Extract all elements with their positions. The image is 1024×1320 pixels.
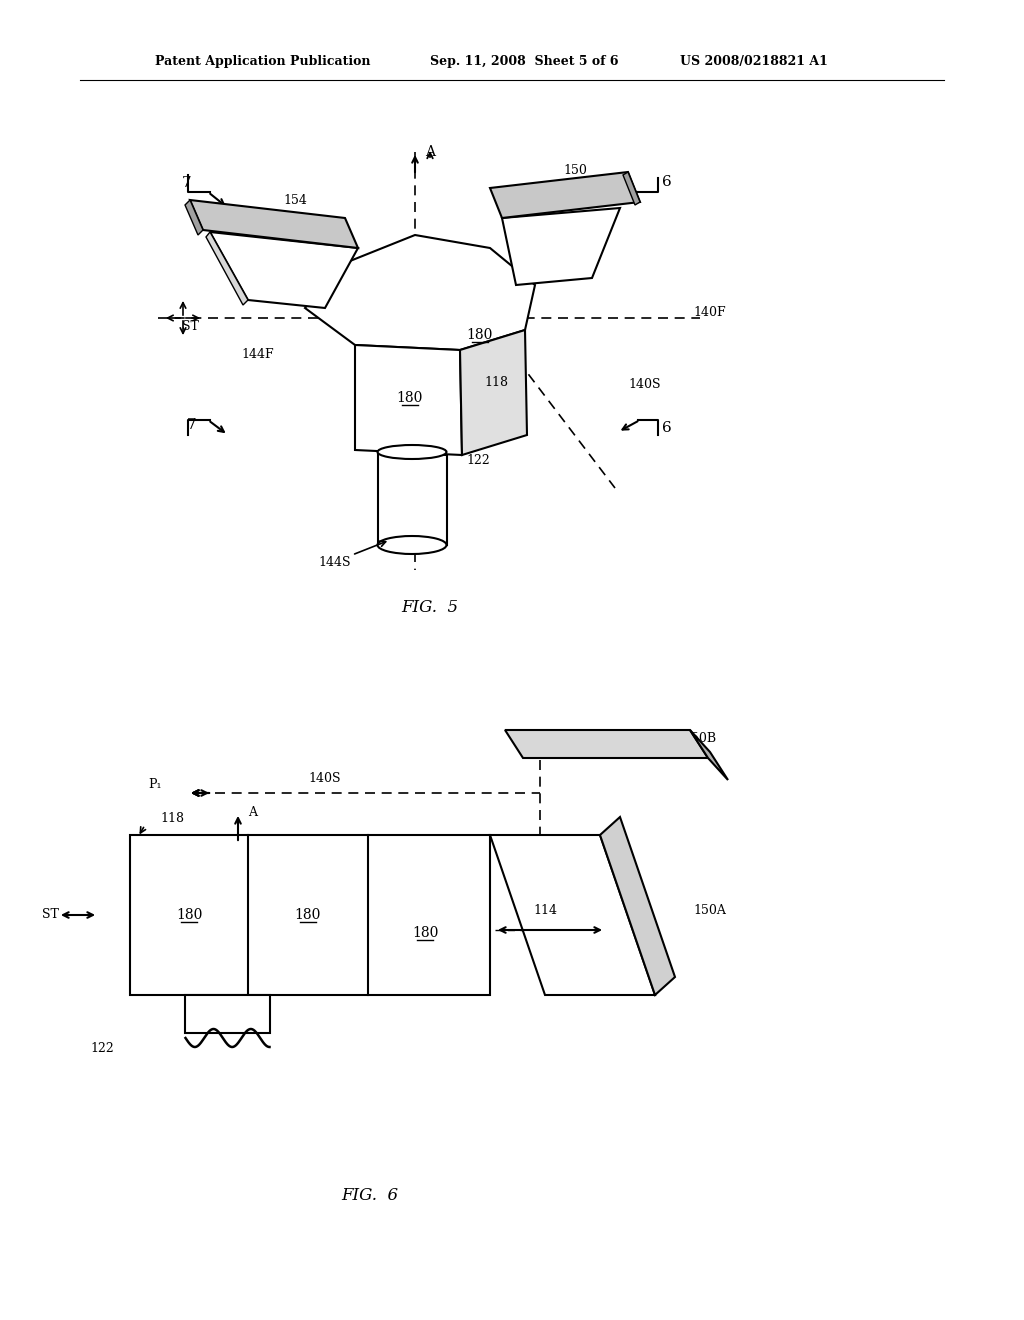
Ellipse shape — [378, 536, 446, 554]
Text: 122: 122 — [90, 1041, 114, 1055]
Text: 180: 180 — [412, 927, 438, 940]
Text: 122: 122 — [466, 454, 489, 466]
Polygon shape — [355, 345, 462, 455]
Text: FIG.  5: FIG. 5 — [401, 599, 459, 616]
Text: ST: ST — [181, 319, 199, 333]
Polygon shape — [505, 730, 708, 758]
Polygon shape — [460, 330, 527, 455]
Text: 7: 7 — [187, 418, 197, 432]
Polygon shape — [190, 201, 358, 248]
Text: 150B: 150B — [683, 731, 717, 744]
Text: 180: 180 — [176, 908, 202, 921]
Text: 140S: 140S — [309, 771, 341, 784]
Text: 150A: 150A — [693, 903, 726, 916]
Text: 144S: 144S — [318, 556, 351, 569]
Text: A: A — [249, 807, 257, 820]
Polygon shape — [490, 836, 655, 995]
Text: FIG.  6: FIG. 6 — [341, 1187, 398, 1204]
Text: 118: 118 — [484, 375, 508, 388]
Polygon shape — [130, 836, 490, 995]
Polygon shape — [490, 172, 640, 218]
Text: 6: 6 — [663, 176, 672, 189]
Polygon shape — [210, 232, 358, 308]
Text: 140F: 140F — [693, 306, 726, 319]
Text: 180: 180 — [295, 908, 322, 921]
Text: P₁: P₁ — [148, 779, 162, 792]
Polygon shape — [305, 235, 535, 350]
Text: 114: 114 — [534, 903, 557, 916]
Text: 180: 180 — [467, 327, 494, 342]
Polygon shape — [502, 209, 620, 285]
Polygon shape — [185, 995, 270, 1034]
Text: US 2008/0218821 A1: US 2008/0218821 A1 — [680, 55, 827, 69]
Polygon shape — [690, 730, 728, 780]
Text: Patent Application Publication: Patent Application Publication — [155, 55, 371, 69]
Text: Sep. 11, 2008  Sheet 5 of 6: Sep. 11, 2008 Sheet 5 of 6 — [430, 55, 618, 69]
Text: 154: 154 — [283, 194, 307, 206]
Polygon shape — [378, 451, 447, 545]
Text: 7: 7 — [182, 176, 191, 190]
Polygon shape — [600, 817, 675, 995]
Text: 144F: 144F — [242, 348, 274, 362]
Text: 180: 180 — [397, 391, 423, 405]
Polygon shape — [185, 201, 203, 235]
Text: ST: ST — [42, 908, 58, 921]
Text: 6: 6 — [663, 421, 672, 436]
Text: A: A — [425, 145, 435, 158]
Text: 140S: 140S — [629, 379, 662, 392]
Text: 118: 118 — [160, 812, 184, 825]
Ellipse shape — [378, 445, 446, 459]
Text: 150: 150 — [563, 164, 587, 177]
Polygon shape — [206, 232, 248, 305]
Polygon shape — [623, 172, 640, 205]
